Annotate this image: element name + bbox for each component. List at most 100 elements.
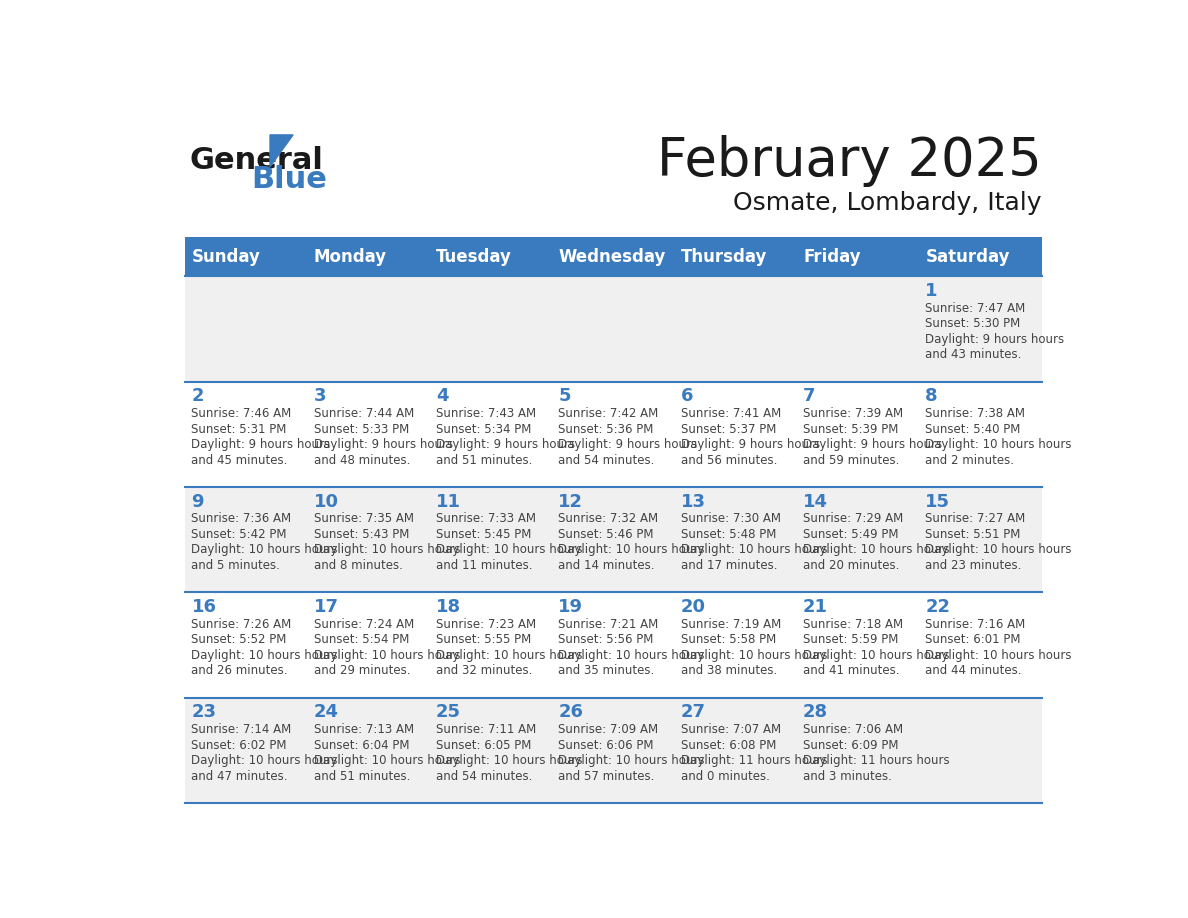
Text: Daylight: 9 hours hours: Daylight: 9 hours hours xyxy=(436,438,575,451)
FancyBboxPatch shape xyxy=(920,592,1042,698)
FancyBboxPatch shape xyxy=(797,382,920,487)
Text: Sunrise: 7:29 AM: Sunrise: 7:29 AM xyxy=(803,512,903,525)
Text: Thursday: Thursday xyxy=(681,248,767,266)
Text: Sunset: 5:56 PM: Sunset: 5:56 PM xyxy=(558,633,653,646)
Text: and 23 minutes.: and 23 minutes. xyxy=(925,559,1022,572)
Text: 17: 17 xyxy=(314,598,339,616)
Text: 22: 22 xyxy=(925,598,950,616)
Text: 24: 24 xyxy=(314,703,339,722)
Text: 7: 7 xyxy=(803,387,815,405)
Text: and 47 minutes.: and 47 minutes. xyxy=(191,769,287,783)
Text: 20: 20 xyxy=(681,598,706,616)
Text: Sunrise: 7:23 AM: Sunrise: 7:23 AM xyxy=(436,618,536,631)
Text: Blue: Blue xyxy=(252,165,328,195)
Text: 1: 1 xyxy=(925,282,937,300)
Text: Daylight: 10 hours hours: Daylight: 10 hours hours xyxy=(314,649,460,662)
FancyBboxPatch shape xyxy=(675,238,797,276)
Text: 5: 5 xyxy=(558,387,571,405)
Text: Daylight: 9 hours hours: Daylight: 9 hours hours xyxy=(681,438,820,451)
FancyBboxPatch shape xyxy=(797,698,920,803)
Text: 27: 27 xyxy=(681,703,706,722)
FancyBboxPatch shape xyxy=(675,382,797,487)
Text: 21: 21 xyxy=(803,598,828,616)
Polygon shape xyxy=(270,135,293,167)
FancyBboxPatch shape xyxy=(430,592,552,698)
Text: Sunset: 6:04 PM: Sunset: 6:04 PM xyxy=(314,739,409,752)
Text: Sunrise: 7:46 AM: Sunrise: 7:46 AM xyxy=(191,407,292,420)
FancyBboxPatch shape xyxy=(675,698,797,803)
Text: Sunset: 5:33 PM: Sunset: 5:33 PM xyxy=(314,422,409,436)
Text: Sunset: 5:37 PM: Sunset: 5:37 PM xyxy=(681,422,776,436)
Text: Daylight: 10 hours hours: Daylight: 10 hours hours xyxy=(558,754,704,767)
Text: Sunset: 6:06 PM: Sunset: 6:06 PM xyxy=(558,739,653,752)
Text: and 14 minutes.: and 14 minutes. xyxy=(558,559,655,572)
FancyBboxPatch shape xyxy=(430,382,552,487)
Text: 13: 13 xyxy=(681,493,706,510)
Text: and 2 minutes.: and 2 minutes. xyxy=(925,453,1015,466)
Text: Daylight: 10 hours hours: Daylight: 10 hours hours xyxy=(191,754,337,767)
Text: 26: 26 xyxy=(558,703,583,722)
Text: Sunset: 5:55 PM: Sunset: 5:55 PM xyxy=(436,633,531,646)
Text: Sunrise: 7:32 AM: Sunrise: 7:32 AM xyxy=(558,512,658,525)
Text: Sunrise: 7:30 AM: Sunrise: 7:30 AM xyxy=(681,512,781,525)
Text: Sunrise: 7:36 AM: Sunrise: 7:36 AM xyxy=(191,512,291,525)
Text: and 56 minutes.: and 56 minutes. xyxy=(681,453,777,466)
Text: Daylight: 10 hours hours: Daylight: 10 hours hours xyxy=(558,649,704,662)
Text: Sunset: 6:01 PM: Sunset: 6:01 PM xyxy=(925,633,1020,646)
Text: Daylight: 10 hours hours: Daylight: 10 hours hours xyxy=(925,543,1072,556)
Text: Sunset: 5:40 PM: Sunset: 5:40 PM xyxy=(925,422,1020,436)
Text: Daylight: 9 hours hours: Daylight: 9 hours hours xyxy=(314,438,453,451)
Text: Daylight: 9 hours hours: Daylight: 9 hours hours xyxy=(191,438,330,451)
Text: and 5 minutes.: and 5 minutes. xyxy=(191,559,280,572)
Text: Daylight: 11 hours hours: Daylight: 11 hours hours xyxy=(803,754,949,767)
FancyBboxPatch shape xyxy=(920,382,1042,487)
Text: 15: 15 xyxy=(925,493,950,510)
Text: Sunrise: 7:38 AM: Sunrise: 7:38 AM xyxy=(925,407,1025,420)
Text: Sunset: 5:30 PM: Sunset: 5:30 PM xyxy=(925,318,1020,330)
Text: Sunset: 5:54 PM: Sunset: 5:54 PM xyxy=(314,633,409,646)
Text: and 57 minutes.: and 57 minutes. xyxy=(558,769,655,783)
Text: and 48 minutes.: and 48 minutes. xyxy=(314,453,410,466)
Text: Friday: Friday xyxy=(803,248,860,266)
Text: Sunset: 5:58 PM: Sunset: 5:58 PM xyxy=(681,633,776,646)
Text: Sunrise: 7:18 AM: Sunrise: 7:18 AM xyxy=(803,618,903,631)
FancyBboxPatch shape xyxy=(185,592,308,698)
Text: 9: 9 xyxy=(191,493,204,510)
Text: Sunset: 5:36 PM: Sunset: 5:36 PM xyxy=(558,422,653,436)
Text: Sunrise: 7:19 AM: Sunrise: 7:19 AM xyxy=(681,618,781,631)
FancyBboxPatch shape xyxy=(920,276,1042,382)
Text: Sunrise: 7:21 AM: Sunrise: 7:21 AM xyxy=(558,618,658,631)
Text: Daylight: 10 hours hours: Daylight: 10 hours hours xyxy=(191,543,337,556)
Text: 19: 19 xyxy=(558,598,583,616)
Text: Sunset: 6:02 PM: Sunset: 6:02 PM xyxy=(191,739,287,752)
Text: and 29 minutes.: and 29 minutes. xyxy=(314,665,410,677)
FancyBboxPatch shape xyxy=(675,487,797,592)
FancyBboxPatch shape xyxy=(797,592,920,698)
FancyBboxPatch shape xyxy=(308,382,430,487)
FancyBboxPatch shape xyxy=(430,487,552,592)
Text: Sunset: 6:08 PM: Sunset: 6:08 PM xyxy=(681,739,776,752)
Text: Sunrise: 7:35 AM: Sunrise: 7:35 AM xyxy=(314,512,413,525)
FancyBboxPatch shape xyxy=(552,592,675,698)
Text: 4: 4 xyxy=(436,387,449,405)
Text: Daylight: 10 hours hours: Daylight: 10 hours hours xyxy=(436,754,582,767)
FancyBboxPatch shape xyxy=(920,238,1042,276)
Text: 16: 16 xyxy=(191,598,216,616)
Text: Sunset: 5:43 PM: Sunset: 5:43 PM xyxy=(314,528,409,541)
Text: and 17 minutes.: and 17 minutes. xyxy=(681,559,777,572)
FancyBboxPatch shape xyxy=(552,382,675,487)
Text: 8: 8 xyxy=(925,387,939,405)
Text: 10: 10 xyxy=(314,493,339,510)
Text: and 51 minutes.: and 51 minutes. xyxy=(314,769,410,783)
Text: Sunrise: 7:06 AM: Sunrise: 7:06 AM xyxy=(803,723,903,736)
Text: Daylight: 9 hours hours: Daylight: 9 hours hours xyxy=(925,333,1064,346)
Text: Sunrise: 7:11 AM: Sunrise: 7:11 AM xyxy=(436,723,536,736)
Text: Sunset: 5:31 PM: Sunset: 5:31 PM xyxy=(191,422,286,436)
FancyBboxPatch shape xyxy=(430,276,552,382)
Text: Daylight: 10 hours hours: Daylight: 10 hours hours xyxy=(681,649,827,662)
FancyBboxPatch shape xyxy=(185,382,308,487)
FancyBboxPatch shape xyxy=(308,238,430,276)
Text: Saturday: Saturday xyxy=(925,248,1010,266)
Text: Daylight: 10 hours hours: Daylight: 10 hours hours xyxy=(803,543,949,556)
Text: Wednesday: Wednesday xyxy=(558,248,665,266)
